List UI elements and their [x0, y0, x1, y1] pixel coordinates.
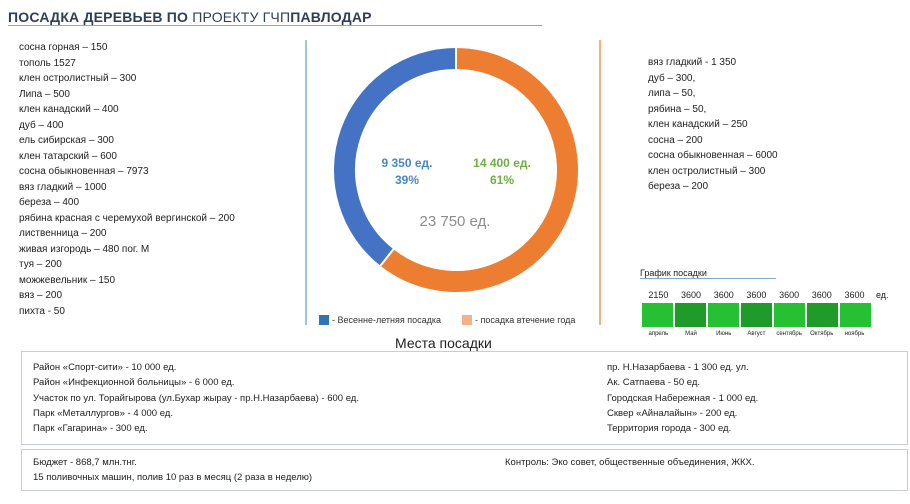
species-item: вяз гладкий – 1000 [19, 181, 107, 193]
species-item: ель сибирская – 300 [19, 135, 114, 146]
title-part-2: ПРОЕКТУ ГЧП [192, 9, 291, 25]
legend-swatch-autumn [462, 315, 472, 325]
left-divider [305, 40, 307, 325]
title-part-1: ПОСАДКА ДЕРЕВЬЕВ ПО [8, 9, 189, 25]
donut-slice-autumn [378, 45, 580, 294]
schedule-months-row: апрель Май Июнь Август сентябрь Октябрь ноябрь [642, 331, 871, 337]
spring-slice-label: 9 350 ед. 39% [362, 155, 452, 189]
legend-swatch-spring [319, 315, 329, 325]
place-item: Территория города - 300 ед. [607, 423, 732, 435]
schedule-title-underline [640, 278, 776, 279]
species-item: пихта - 50 [19, 305, 65, 317]
species-item: дуб – 400 [19, 119, 64, 131]
place-item: Парк «Металлургов» - 4 000 ед. [33, 407, 173, 419]
species-item: сосна обыкновенная – 7973 [19, 166, 149, 177]
schedule-bar [642, 303, 873, 327]
species-item: клен канадский – 400 [19, 104, 119, 115]
species-item: клен остролистный – 300 [19, 73, 137, 84]
species-item: лиственница – 200 [19, 228, 107, 239]
species-item: береза – 200 [648, 181, 709, 192]
place-item: Район «Спорт-сити» - 10 000 ед. [33, 362, 177, 373]
schedule-month: сентябрь [776, 331, 802, 337]
species-item: можжевельник – 150 [19, 274, 116, 286]
right-species-list: вяз гладкий - 1 350 дуб – 300, липа – 50, р… [648, 55, 778, 195]
place-item: Ак. Сатпаева - 50 ед. [607, 377, 701, 389]
schedule-title: График посадки [640, 268, 707, 278]
autumn-slice-label: 14 400 ед. 61% [456, 155, 548, 189]
schedule-cell [708, 303, 739, 327]
places-right-list: пр. Н.Назарбаева - 1 300 ед. ул. Ак. Сатп… [607, 360, 758, 436]
left-species-list: сосна горная – 150 тополь 1527 клен острол… [19, 40, 235, 319]
title-part-3: ПАВЛОДАР [290, 9, 372, 25]
schedule-month: Август [747, 331, 766, 337]
species-item: дуб – 300, [648, 72, 696, 84]
right-divider [599, 40, 601, 325]
species-item: сосна горная – 150 [19, 42, 108, 53]
species-item: клен канадский – 250 [648, 119, 748, 130]
schedule-cell [840, 303, 871, 327]
species-item: клен остролистный – 300 [648, 165, 766, 177]
species-item: рябина красная с черемухой вергинской – … [19, 212, 235, 224]
donut-total-label: 23 750 ед. [419, 213, 491, 230]
schedule-value: 3600 [746, 290, 767, 300]
title-underline [8, 25, 542, 26]
places-left-list: Район «Спорт-сити» - 10 000 ед. Район «Ин… [33, 360, 359, 436]
autumn-value-label: 14 400 ед. [473, 156, 531, 170]
spring-value-label: 9 350 ед. [381, 156, 433, 170]
budget-text: Бюджет - 868,7 млн.тнг. [33, 457, 137, 468]
species-item: береза – 400 [19, 197, 80, 208]
schedule-month: ноябрь [844, 331, 865, 337]
place-item: Городская Набережная - 1 000 ед. [607, 392, 759, 404]
schedule-month: апрель [648, 331, 669, 337]
species-item: вяз – 200 [19, 290, 63, 301]
schedule-cell [675, 303, 706, 327]
species-item: липа – 50, [648, 88, 696, 99]
machines-text: 15 поливочных машин, полив 10 раз в меся… [33, 472, 313, 483]
place-item: Район «Инфекционной больницы» - 6 000 ед… [33, 377, 235, 389]
schedule-value: 2150 [648, 290, 669, 300]
schedule-cell [642, 303, 673, 327]
footer-left: Бюджет - 868,7 млн.тнг. 15 поливочных ма… [33, 455, 312, 485]
species-item: живая изгородь – 480 пог. М [19, 243, 150, 255]
schedule-value: 3600 [811, 290, 832, 300]
places-box [21, 351, 908, 445]
species-item: сосна – 200 [648, 134, 703, 146]
schedule-cell [774, 303, 805, 327]
schedule-cell [807, 303, 838, 327]
autumn-percent-label: 61% [489, 173, 515, 187]
species-item: клен татарский – 600 [19, 150, 117, 162]
schedule-month: Октябрь [810, 331, 834, 337]
place-item: пр. Н.Назарбаева - 1 300 ед. ул. [607, 362, 749, 373]
page-title: ПОСАДКА ДЕРЕВЬЕВ ПО ПРОЕКТУ ГЧППАВЛОДАР [8, 9, 372, 25]
species-item: Липа – 500 [19, 88, 70, 100]
legend-autumn: - посадка втечение года [462, 315, 575, 325]
species-item: вяз гладкий - 1 350 [648, 57, 737, 68]
schedule-month: Май [685, 331, 697, 337]
schedule-value: 3600 [713, 290, 734, 300]
schedule-cell [741, 303, 772, 327]
spring-percent-label: 39% [394, 173, 420, 187]
schedule-value: 3600 [844, 290, 865, 300]
schedule-value: 3600 [779, 290, 800, 300]
species-item: рябина – 50, [648, 103, 707, 115]
places-title: Места посадки [395, 335, 492, 351]
species-item: сосна обыкновенная – 6000 [648, 150, 778, 161]
schedule-unit: ед. [876, 290, 889, 300]
species-item: туя – 200 [19, 259, 62, 270]
legend-label-autumn: - посадка втечение года [475, 315, 576, 325]
footer-box [21, 449, 908, 491]
legend-spring: - Весенне-летняя посадка [319, 315, 441, 325]
place-item: Сквер «Айналайын» - 200 ед. [607, 407, 738, 419]
schedule-value: 3600 [681, 290, 702, 300]
legend-label-spring: - Весенне-летняя посадка [332, 315, 442, 325]
place-item: Парк «Гагарина» - 300 ед. [33, 423, 148, 435]
schedule-values-row: 2150 3600 3600 3600 3600 3600 3600 [642, 290, 871, 300]
species-item: тополь 1527 [19, 57, 76, 69]
place-item: Участок по ул. Торайгырова (ул.Бухар жыр… [33, 392, 359, 404]
schedule-month: Июнь [716, 331, 732, 337]
control-text: Контроль: Эко совет, общественные объеди… [505, 457, 755, 468]
donut-chart [332, 45, 580, 294]
